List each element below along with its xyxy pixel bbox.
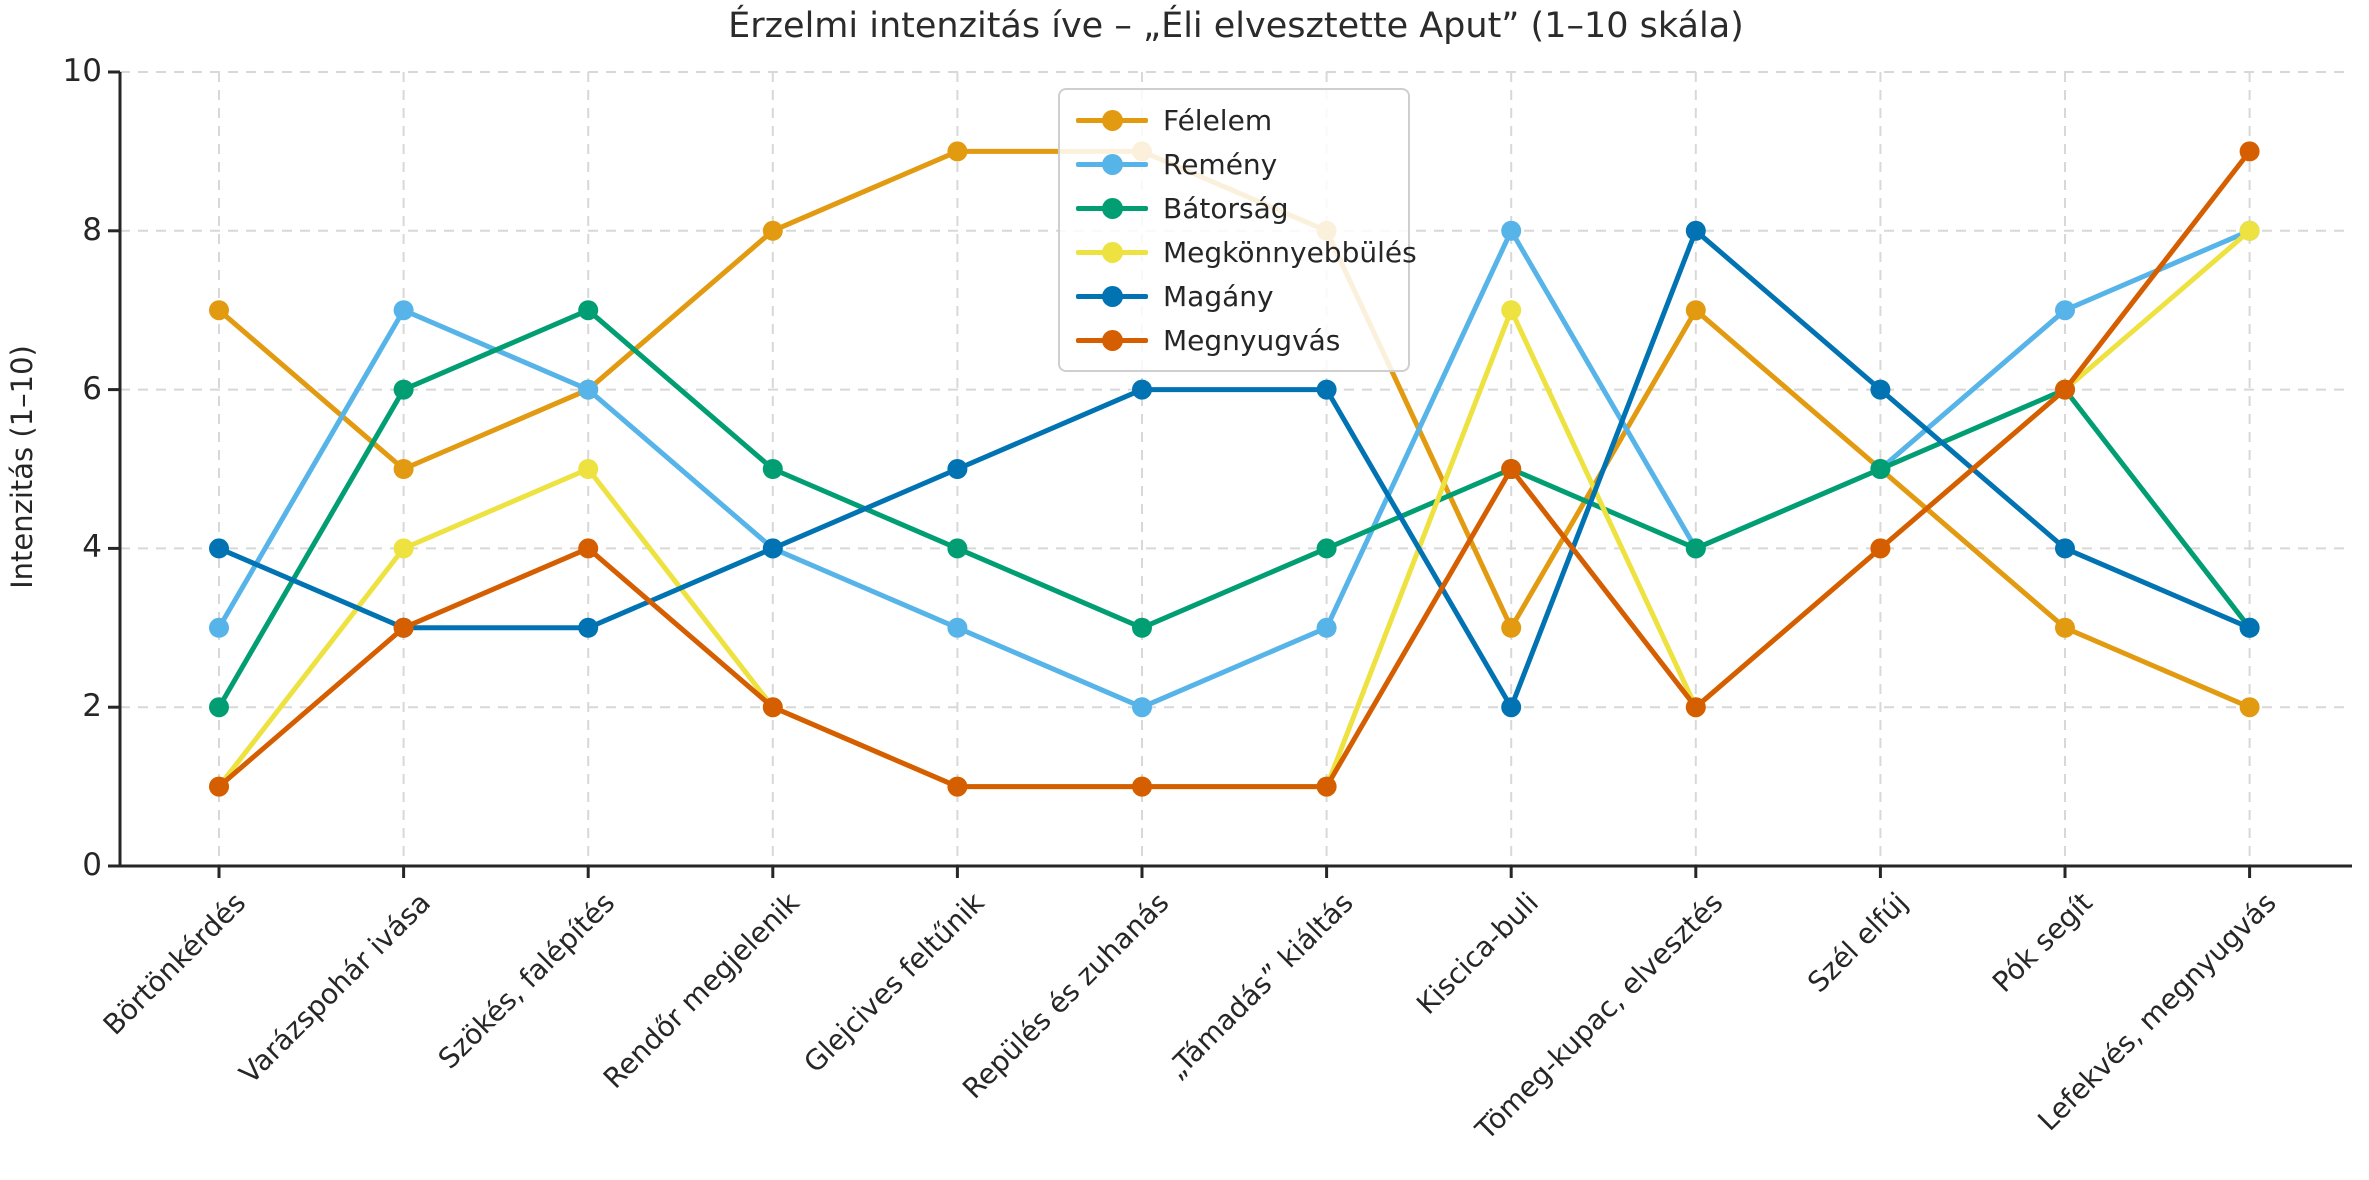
series-marker-remény	[578, 379, 599, 400]
series-marker-félelem	[393, 459, 414, 479]
series-marker-bátorság	[762, 459, 783, 479]
series-marker-megnyugvás	[762, 697, 783, 718]
series-marker-megkönnyebbülés	[2239, 220, 2260, 241]
legend-line-marker-icon	[1076, 285, 1148, 307]
series-marker-remény	[1501, 220, 1522, 241]
series-marker-bátorság	[393, 379, 414, 400]
series-marker-magány	[1132, 379, 1152, 400]
series-marker-remény	[393, 300, 414, 321]
series-marker-megnyugvás	[2055, 379, 2075, 400]
series-marker-remény	[1132, 697, 1152, 718]
series-marker-megnyugvás	[2239, 141, 2260, 162]
series-marker-remény	[947, 617, 968, 638]
series-marker-megnyugvás	[1501, 459, 1522, 479]
series-line-megnyugvás	[217, 149, 2252, 790]
series-marker-bátorság	[1685, 538, 1706, 559]
legend-line-marker-icon	[1076, 197, 1148, 219]
series-marker-magány	[1316, 379, 1337, 400]
series-marker-bátorság	[947, 538, 968, 559]
series-marker-bátorság	[209, 697, 229, 718]
series-marker-megnyugvás	[947, 776, 968, 797]
legend-line-marker-icon	[1076, 153, 1148, 175]
series-marker-megnyugvás	[1316, 776, 1337, 797]
series-marker-magány	[2055, 538, 2075, 559]
series-marker-magány	[762, 538, 783, 559]
legend-entry: Félelem	[1060, 98, 1408, 142]
series-marker-félelem	[947, 141, 968, 162]
ytick-label: 0	[82, 847, 102, 883]
series-marker-félelem	[1501, 617, 1522, 638]
series-marker-félelem	[2239, 697, 2260, 718]
y-axis-label: Intenzitás (1–10)	[5, 345, 39, 589]
legend-label: Bátorság	[1163, 191, 1289, 225]
series-marker-remény	[2055, 300, 2075, 321]
legend-label: Megnyugvás	[1163, 323, 1341, 357]
series-marker-magány	[209, 538, 229, 559]
series-marker-megnyugvás	[1870, 538, 1891, 559]
series-marker-magány	[1501, 697, 1522, 718]
legend-label: Félelem	[1163, 103, 1273, 137]
legend-entry: Magány	[1060, 274, 1408, 318]
series-marker-bátorság	[578, 300, 599, 321]
chart-title: Érzelmi intenzitás íve – „Éli elvesztett…	[728, 6, 1744, 46]
legend-line-marker-icon	[1076, 241, 1148, 263]
series-marker-félelem	[762, 220, 783, 241]
legend-label: Megkönnyebbülés	[1163, 235, 1417, 269]
series-marker-magány	[1685, 220, 1706, 241]
series-marker-remény	[1316, 617, 1337, 638]
series-marker-megkönnyebbülés	[393, 538, 414, 559]
series-line-magány	[218, 228, 2251, 710]
ytick-label: 4	[82, 529, 102, 566]
ytick-label: 10	[62, 53, 102, 89]
series-marker-megkönnyebbülés	[1501, 300, 1522, 321]
series-marker-megnyugvás	[578, 538, 599, 559]
series-marker-félelem	[2055, 617, 2075, 638]
ytick-label: 6	[82, 370, 102, 407]
legend-line-marker-icon	[1076, 109, 1148, 131]
legend-entry: Megkönnyebbülés	[1060, 230, 1417, 274]
series-marker-megkönnyebbülés	[578, 459, 599, 479]
series-marker-megnyugvás	[209, 776, 229, 797]
series-marker-bátorság	[1316, 538, 1337, 559]
legend-entry: Megnyugvás	[1060, 318, 1408, 362]
series-marker-magány	[947, 459, 968, 479]
series-marker-magány	[1870, 379, 1891, 400]
series-marker-remény	[209, 617, 229, 638]
series-marker-megnyugvás	[1132, 776, 1152, 797]
series-marker-megnyugvás	[393, 617, 414, 638]
series-line-bátorság	[216, 307, 2252, 709]
series-marker-magány	[578, 617, 599, 638]
series-marker-félelem	[1685, 300, 1706, 321]
series-marker-bátorság	[1132, 617, 1152, 638]
series-marker-megnyugvás	[1685, 697, 1706, 718]
series-marker-bátorság	[1870, 459, 1891, 479]
ytick-label: 2	[82, 688, 102, 725]
series-marker-magány	[2239, 617, 2260, 638]
legend-label: Remény	[1163, 147, 1278, 181]
series-line-remény	[216, 228, 2251, 710]
legend: Félelem Remény Bátorság Megkönnyebbülés Magá…	[1058, 88, 1417, 372]
legend-entry: Remény	[1060, 142, 1408, 186]
ytick-label: 8	[82, 211, 102, 248]
legend-entry: Bátorság	[1060, 186, 1408, 230]
legend-label: Magány	[1163, 279, 1274, 313]
series-marker-félelem	[209, 300, 229, 321]
legend-line-marker-icon	[1076, 329, 1148, 351]
